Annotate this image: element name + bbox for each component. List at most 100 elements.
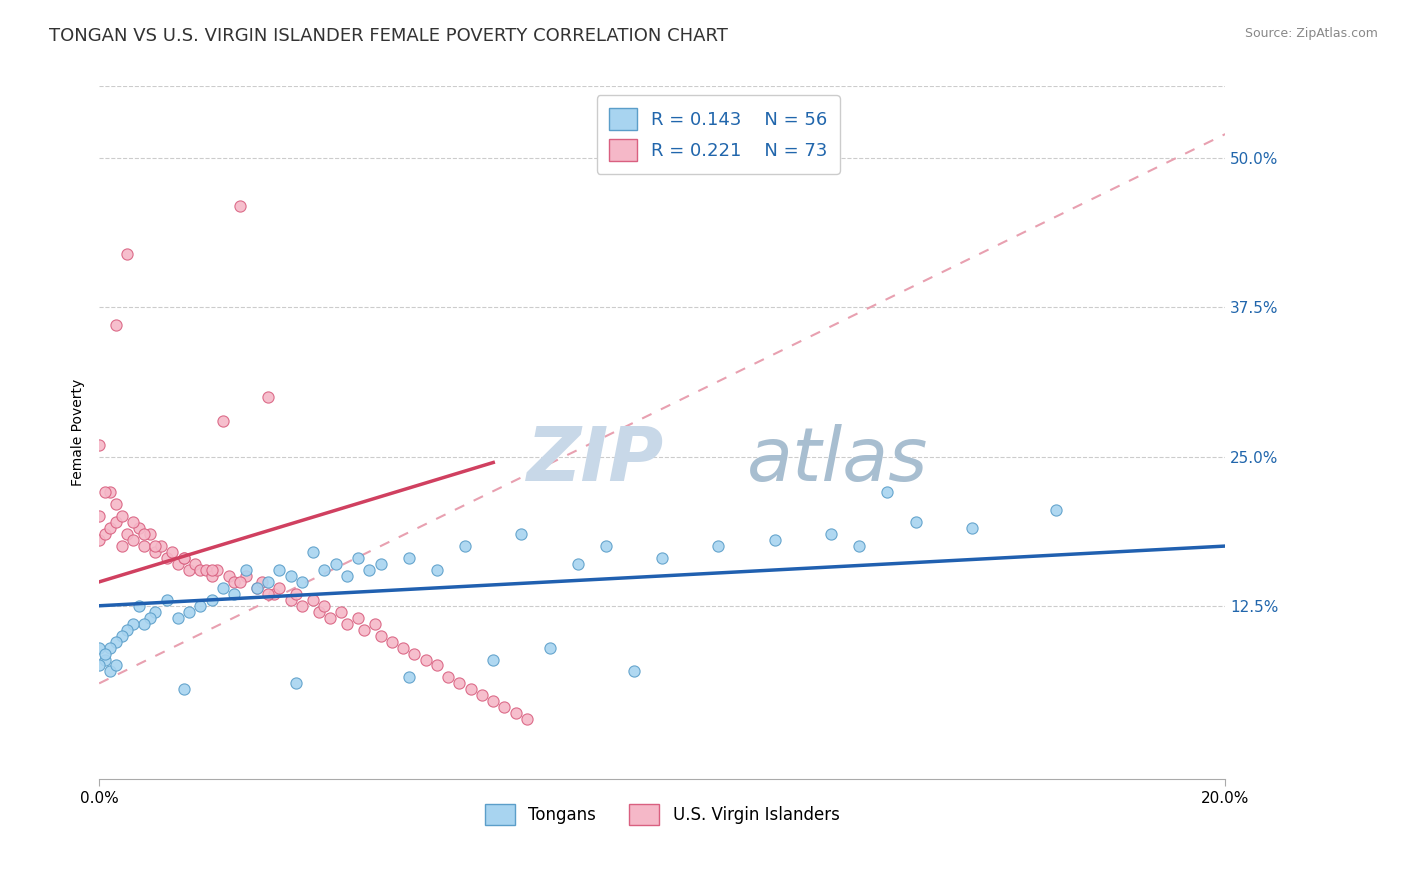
Point (139, 527, 162, 541)
Point (246, 581, 269, 595)
Point (257, 574, 280, 589)
Point (89, 640, 111, 655)
Point (105, 515, 128, 529)
Point (848, 539, 870, 553)
Point (454, 539, 477, 553)
Point (190, 599, 212, 613)
Text: TONGAN VS U.S. VIRGIN ISLANDER FEMALE POVERTY CORRELATION CHART: TONGAN VS U.S. VIRGIN ISLANDER FEMALE PO… (49, 27, 728, 45)
Point (156, 592, 179, 607)
Point (291, 599, 314, 613)
Point (437, 670, 460, 684)
Point (162, 545, 184, 559)
Point (567, 557, 589, 571)
Point (370, 629, 392, 643)
Point (398, 670, 420, 684)
Point (257, 587, 280, 601)
Point (105, 318, 128, 333)
Point (291, 574, 314, 589)
Point (190, 563, 212, 577)
Point (426, 563, 449, 577)
Point (347, 551, 370, 566)
Point (235, 569, 257, 583)
Point (516, 712, 538, 726)
Point (134, 527, 156, 541)
Point (280, 592, 302, 607)
Point (285, 676, 308, 690)
Point (117, 623, 139, 637)
Point (280, 569, 302, 583)
Point (1045, 503, 1067, 517)
Point (207, 563, 229, 577)
Point (308, 605, 330, 619)
Point (111, 629, 134, 643)
Text: ZIP: ZIP (527, 424, 664, 497)
Point (460, 682, 482, 697)
Point (105, 634, 128, 648)
Point (381, 634, 404, 648)
Point (201, 563, 224, 577)
Point (392, 640, 415, 655)
Point (89, 437, 111, 451)
Point (128, 599, 150, 613)
Point (302, 592, 325, 607)
Point (179, 563, 201, 577)
Point (257, 390, 280, 404)
Point (184, 557, 207, 571)
Point (94, 647, 117, 661)
Point (122, 533, 145, 547)
Point (105, 658, 128, 673)
Point (269, 581, 291, 595)
Point (269, 563, 291, 577)
Point (218, 569, 240, 583)
Y-axis label: Female Poverty: Female Poverty (72, 379, 86, 486)
Point (111, 509, 134, 524)
Point (302, 545, 325, 559)
Point (173, 682, 195, 697)
Point (94, 527, 117, 541)
Point (122, 515, 145, 529)
Legend: Tongans, U.S. Virgin Islanders: Tongans, U.S. Virgin Islanders (477, 796, 848, 833)
Point (212, 414, 235, 428)
Point (820, 527, 842, 541)
Point (195, 563, 218, 577)
Point (111, 539, 134, 553)
Point (595, 539, 617, 553)
Point (139, 611, 162, 625)
Point (229, 199, 252, 213)
Point (510, 527, 533, 541)
Point (128, 521, 150, 535)
Point (398, 551, 420, 566)
Point (651, 551, 673, 566)
Point (156, 551, 179, 566)
Point (370, 557, 392, 571)
Point (359, 563, 381, 577)
Point (330, 605, 353, 619)
Point (89, 509, 111, 524)
Point (94, 652, 117, 666)
Point (404, 647, 426, 661)
Point (246, 581, 269, 595)
Point (449, 676, 471, 690)
Point (145, 545, 167, 559)
Point (482, 652, 505, 666)
Point (325, 557, 347, 571)
Point (145, 605, 167, 619)
Point (173, 551, 195, 566)
Point (319, 611, 342, 625)
Point (314, 563, 336, 577)
Point (876, 485, 898, 500)
Point (100, 521, 122, 535)
Point (145, 539, 167, 553)
Point (224, 574, 246, 589)
Point (134, 539, 156, 553)
Point (285, 587, 308, 601)
Point (89, 658, 111, 673)
Point (201, 592, 224, 607)
Point (167, 611, 190, 625)
Point (173, 551, 195, 566)
Point (336, 569, 359, 583)
Point (167, 557, 190, 571)
Point (179, 605, 201, 619)
Point (314, 599, 336, 613)
Point (263, 587, 285, 601)
